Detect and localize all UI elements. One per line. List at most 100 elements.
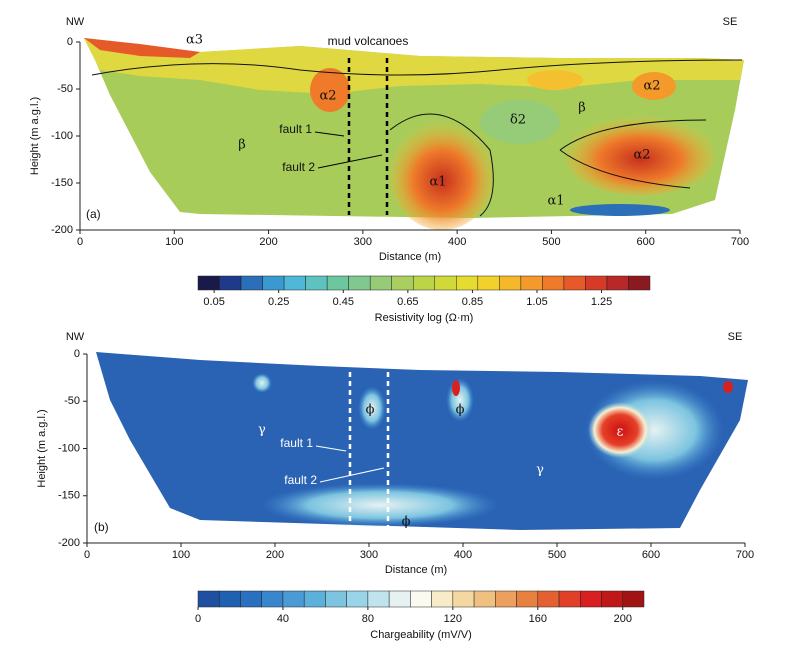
colorbar-swatch [477, 275, 500, 291]
x-tick-label: 100 [165, 236, 183, 248]
fault-label: fault 1 [280, 436, 313, 450]
mud-volcano-label: mud volcanoes [328, 34, 409, 48]
colorbar-swatch [537, 590, 560, 608]
colorbar-swatch [197, 275, 220, 291]
y-tick-label: 0 [67, 36, 73, 48]
colorbar-tick-label: 160 [529, 613, 547, 625]
zone-label: ϕ [402, 515, 411, 530]
colorbar-swatch [240, 275, 263, 291]
y-axis-title: Height (m a.g.l.) [29, 97, 41, 175]
colorbar-swatch [563, 275, 586, 291]
y-tick-label: -200 [58, 537, 80, 549]
x-tick-label: 0 [84, 549, 90, 561]
zone-label: δ2 [510, 113, 526, 128]
zone-label: α2 [319, 89, 336, 104]
colorbar-swatch [391, 275, 414, 291]
y-tick-label: 0 [74, 348, 80, 360]
colorbar-tick-label: 0.25 [268, 296, 289, 308]
y-tick-label: -200 [51, 224, 73, 236]
colorbar-swatch [305, 275, 328, 291]
colorbar-swatch [367, 590, 390, 608]
zone-label: α1 [547, 194, 564, 209]
colorbar-tick-label: 1.25 [591, 296, 612, 308]
zone-label: ε [617, 425, 624, 440]
colorbar-swatch [412, 275, 436, 291]
colorbar-tick-label: 0.65 [397, 296, 418, 308]
y-tick-label: -150 [51, 177, 73, 189]
orientation-label: SE [723, 16, 738, 28]
zone-label: ϕ [456, 403, 465, 418]
x-tick-label: 600 [642, 549, 660, 561]
x-tick-label: 300 [360, 549, 378, 561]
colorbar-swatch [452, 590, 475, 608]
zone-label: β [238, 138, 246, 153]
x-tick-label: 0 [77, 236, 83, 248]
x-tick-label: 500 [548, 549, 566, 561]
colorbar-tick-label: 0.05 [203, 296, 224, 308]
fault-label: fault 1 [279, 122, 312, 136]
colorbar-swatch [622, 590, 645, 608]
colorbar-swatch [303, 590, 326, 608]
colorbar-swatch [499, 275, 522, 291]
y-tick-label: -150 [58, 490, 80, 502]
colorbar-swatch [542, 275, 565, 291]
zone-label: α3 [186, 33, 203, 48]
panel-label: (a) [86, 207, 101, 221]
colorbar-swatch [283, 275, 306, 291]
colorbar-swatch [601, 590, 624, 608]
y-tick-label: -100 [51, 130, 73, 142]
zone-label: α2 [643, 79, 660, 94]
colorbar-swatch [261, 590, 284, 608]
zone-label: α2 [633, 148, 650, 163]
y-tick-label: -100 [58, 442, 80, 454]
colorbar-tick-label: 1.05 [526, 296, 547, 308]
colorbar-swatch [410, 590, 432, 608]
colorbar-swatch [516, 590, 539, 608]
x-tick-label: 200 [266, 549, 284, 561]
colorbar-tick-label: 80 [362, 613, 374, 625]
colorbar-swatch [369, 275, 392, 291]
colorbar-swatch [218, 590, 241, 608]
zone-label: α1 [429, 175, 446, 190]
x-tick-label: 300 [354, 236, 372, 248]
colorbar-swatch [240, 590, 262, 608]
fault-label: fault 2 [282, 160, 315, 174]
colorbar-swatch [495, 590, 517, 608]
colorbar-swatch [434, 275, 457, 291]
colorbar-swatch [282, 590, 305, 608]
x-tick-label: 700 [731, 236, 749, 248]
chargeability-field [96, 352, 748, 530]
y-axis-title: Height (m a.g.l.) [36, 409, 48, 487]
orientation-label: NW [66, 16, 85, 28]
y-tick-label: -50 [64, 395, 80, 407]
colorbar-swatch [558, 590, 581, 608]
x-tick-label: 700 [736, 549, 754, 561]
x-axis-title: Distance (m) [379, 251, 441, 263]
zone-label: β [578, 101, 586, 116]
colorbar-title: Chargeability (mV/V) [370, 629, 471, 641]
colorbar-swatch [219, 275, 242, 291]
zone-label: ϕ [366, 403, 375, 418]
orientation-label: NW [66, 331, 85, 343]
colorbar-swatch [473, 590, 496, 608]
y-tick-label: -50 [57, 83, 73, 95]
colorbar-swatch [326, 275, 349, 291]
resistivity-field [84, 38, 744, 230]
colorbar-title: Resistivity log (Ω·m) [375, 312, 474, 324]
x-tick-label: 400 [448, 236, 466, 248]
colorbar-swatch [325, 590, 347, 608]
zone-label: γ [258, 423, 266, 438]
colorbar-swatch [580, 590, 602, 608]
colorbar-swatch [606, 275, 629, 291]
colorbar-tick-label: 0 [195, 613, 201, 625]
colorbar-tick-label: 200 [614, 613, 632, 625]
colorbar-tick-label: 0.45 [333, 296, 354, 308]
colorbar-swatch [197, 590, 220, 608]
x-tick-label: 100 [172, 549, 190, 561]
colorbar-swatch [262, 275, 285, 291]
orientation-label: SE [728, 331, 743, 343]
fault-label: fault 2 [284, 473, 317, 487]
colorbar-swatch [585, 275, 608, 291]
x-tick-label: 200 [259, 236, 277, 248]
